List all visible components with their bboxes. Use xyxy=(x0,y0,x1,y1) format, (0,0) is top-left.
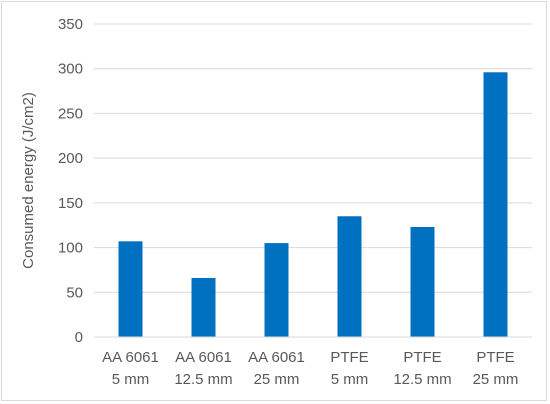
y-tick-label: 150 xyxy=(58,195,83,212)
x-tick-label: 5 mm xyxy=(331,371,369,388)
bar-1 xyxy=(191,277,216,337)
y-tick-label: 200 xyxy=(58,150,83,167)
bar-0 xyxy=(118,241,143,337)
x-tick-label: PTFE xyxy=(476,349,514,366)
x-tick-label: 12.5 mm xyxy=(174,371,232,388)
gridlines xyxy=(94,23,532,293)
x-tick-label: AA 6061 xyxy=(175,349,232,366)
x-axis-ticks: AA 6061 5 mm AA 6061 12.5 mm AA 6061 25 mm PTF… xyxy=(102,349,518,388)
y-tick-label: 100 xyxy=(58,240,83,257)
y-tick-label: 0 xyxy=(75,329,83,346)
bar-2 xyxy=(264,243,289,337)
x-tick-label: PTFE xyxy=(330,349,368,366)
y-tick-label: 300 xyxy=(58,61,83,78)
bar-5 xyxy=(483,72,508,337)
x-tick-label: PTFE xyxy=(403,349,441,366)
bar-4 xyxy=(410,227,435,337)
x-tick-label: 25 mm xyxy=(254,371,300,388)
y-tick-label: 50 xyxy=(66,284,83,301)
bars xyxy=(118,72,508,337)
x-tick-label: AA 6061 xyxy=(248,349,305,366)
y-axis-ticks: 0 50 100 150 200 250 300 350 xyxy=(58,16,83,346)
x-tick-label: 12.5 mm xyxy=(393,371,451,388)
x-tick-label: AA 6061 xyxy=(102,349,159,366)
x-tick-label: 5 mm xyxy=(112,371,150,388)
y-tick-label: 350 xyxy=(58,16,83,33)
y-tick-label: 250 xyxy=(58,105,83,122)
x-tick-label: 25 mm xyxy=(473,371,519,388)
bar-3 xyxy=(337,216,362,337)
y-axis-title: Consumed energy (J/cm2) xyxy=(20,92,37,269)
